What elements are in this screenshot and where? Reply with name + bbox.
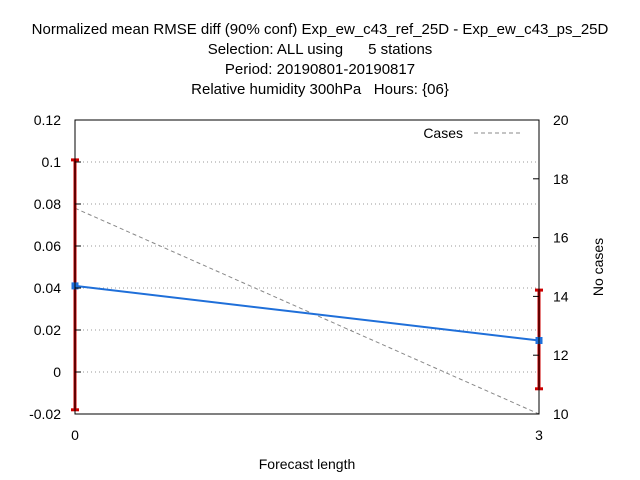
chart-title-line-3: Period: 20190801-20190817 [224,61,416,78]
y2-tick-label-3: 16 [553,230,569,246]
y2-tick-label-1: 12 [553,347,569,363]
y-tick-label-3: 0.04 [34,280,61,296]
grid-lines [75,161,539,373]
chart-title-line-4: Relative humidity 300hPa Hours: {06} [191,81,449,98]
chart-title-line-1: Normalized mean RMSE diff (90% conf) Exp… [31,21,609,38]
y-tick-label-6: 0.1 [42,154,62,170]
right-axis-ticks: 10 12 14 16 18 20 [533,112,569,422]
right-axis-label: No cases [590,238,606,296]
x-axis-label: Forecast length [259,456,356,472]
x-tick-label-0: 0 [71,427,79,443]
y2-tick-label-5: 20 [553,112,569,128]
plot-frame [74,119,540,415]
legend: Cases [423,125,521,141]
legend-label-cases: Cases [423,125,463,141]
y2-tick-label-4: 18 [553,171,569,187]
y-tick-label-5: 0.08 [34,196,61,212]
y2-tick-label-2: 14 [553,288,569,304]
chart-title-line-2: Selection: ALL using 5 stations [207,41,433,58]
y-tick-label-1: 0 [53,364,61,380]
x-tick-label-1: 3 [535,427,543,443]
y-tick-label-0: -0.02 [29,406,61,422]
left-axis-ticks: -0.02 0 0.02 0.04 0.06 0.08 0.1 0.12 [29,112,81,422]
y2-tick-label-0: 10 [553,406,569,422]
y-tick-label-2: 0.02 [34,322,61,338]
y-tick-label-7: 0.12 [34,112,61,128]
rmse-diff-line [74,284,540,342]
series-layer [71,158,543,415]
y-tick-label-4: 0.06 [34,238,61,254]
cases-line [74,207,540,415]
